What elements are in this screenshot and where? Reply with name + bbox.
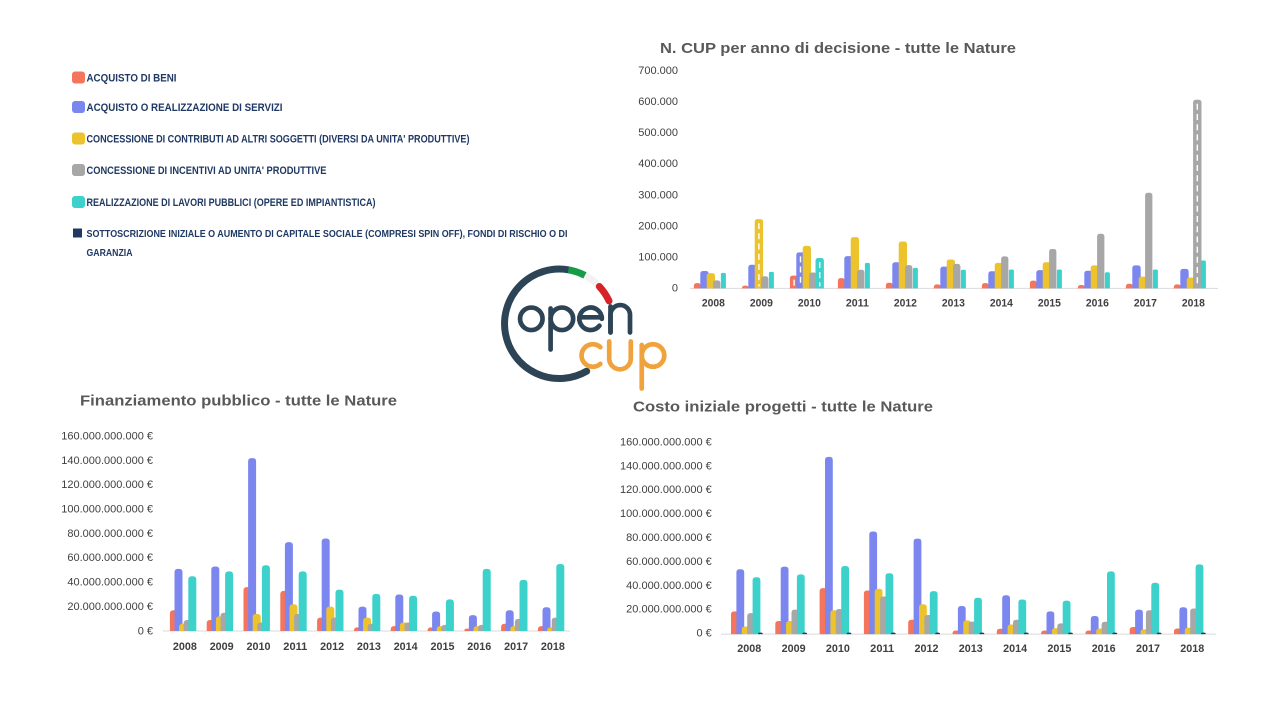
svg-text:2012: 2012 [320, 641, 344, 653]
svg-text:2009: 2009 [750, 297, 773, 309]
svg-text:100.000: 100.000 [638, 251, 678, 263]
svg-text:2017: 2017 [1136, 643, 1160, 655]
svg-text:80.000.000.000 €: 80.000.000.000 € [626, 532, 712, 544]
svg-text:ACQUISTO DI BENI: ACQUISTO DI BENI [87, 73, 177, 85]
svg-text:2015: 2015 [1047, 643, 1071, 655]
svg-text:2013: 2013 [357, 641, 381, 653]
svg-text:500.000: 500.000 [638, 127, 678, 139]
svg-text:80.000.000.000 €: 80.000.000.000 € [67, 528, 153, 540]
svg-text:2015: 2015 [1038, 297, 1061, 309]
svg-text:2012: 2012 [915, 643, 939, 655]
svg-text:2018: 2018 [1182, 297, 1205, 309]
svg-text:0 €: 0 € [697, 628, 712, 640]
svg-text:2011: 2011 [283, 641, 307, 653]
svg-text:N. CUP per anno di decisione -: N. CUP per anno di decisione - tutte le … [660, 40, 1016, 57]
svg-text:100.000.000.000 €: 100.000.000.000 € [61, 504, 153, 516]
svg-text:2015: 2015 [431, 641, 455, 653]
svg-text:20.000.000.000 €: 20.000.000.000 € [67, 601, 153, 613]
svg-text:REALIZZAZIONE DI LAVORI PUBBLI: REALIZZAZIONE DI LAVORI PUBBLICI (OPERE … [87, 197, 376, 209]
svg-text:2012: 2012 [894, 297, 917, 309]
svg-text:2016: 2016 [467, 641, 491, 653]
svg-text:2013: 2013 [942, 297, 965, 309]
svg-text:2011: 2011 [870, 643, 894, 655]
svg-text:0: 0 [672, 283, 678, 295]
svg-text:2013: 2013 [959, 643, 983, 655]
svg-text:2014: 2014 [990, 297, 1014, 309]
svg-text:120.000.000.000 €: 120.000.000.000 € [620, 484, 712, 496]
svg-text:200.000: 200.000 [638, 220, 678, 232]
svg-text:40.000.000.000 €: 40.000.000.000 € [626, 580, 712, 592]
svg-text:2008: 2008 [737, 643, 761, 655]
svg-text:300.000: 300.000 [638, 189, 678, 201]
svg-text:2010: 2010 [826, 643, 850, 655]
svg-text:160.000.000.000 €: 160.000.000.000 € [61, 431, 153, 443]
svg-text:SOTTOSCRIZIONE INIZIALE O AUME: SOTTOSCRIZIONE INIZIALE O AUMENTO DI CAP… [87, 229, 568, 240]
svg-text:2009: 2009 [782, 643, 806, 655]
svg-text:2008: 2008 [702, 297, 725, 309]
svg-text:40.000.000.000 €: 40.000.000.000 € [67, 577, 153, 589]
svg-text:400.000: 400.000 [638, 158, 678, 170]
svg-text:2016: 2016 [1086, 297, 1109, 309]
svg-text:600.000: 600.000 [638, 96, 678, 108]
svg-text:140.000.000.000 €: 140.000.000.000 € [620, 460, 712, 472]
svg-text:Costo iniziale progetti - tutt: Costo iniziale progetti - tutte le Natur… [633, 399, 933, 416]
svg-text:2008: 2008 [173, 641, 197, 653]
svg-text:0 €: 0 € [138, 625, 153, 637]
svg-text:60.000.000.000 €: 60.000.000.000 € [67, 552, 153, 564]
svg-text:2011: 2011 [846, 297, 869, 309]
svg-text:140.000.000.000 €: 140.000.000.000 € [61, 455, 153, 467]
svg-text:2014: 2014 [1003, 643, 1028, 655]
svg-text:2010: 2010 [798, 297, 821, 309]
svg-text:2018: 2018 [1180, 643, 1204, 655]
svg-text:20.000.000.000 €: 20.000.000.000 € [626, 604, 712, 616]
svg-text:Finanziamento pubblico - tutte: Finanziamento pubblico - tutte le Nature [80, 393, 397, 410]
svg-text:2009: 2009 [210, 641, 234, 653]
svg-text:100.000.000.000 €: 100.000.000.000 € [620, 508, 712, 520]
svg-text:GARANZIA: GARANZIA [87, 248, 133, 259]
svg-text:2014: 2014 [394, 641, 419, 653]
svg-text:ACQUISTO O REALIZZAZIONE DI SE: ACQUISTO O REALIZZAZIONE DI SERVIZI [87, 102, 283, 114]
svg-text:2018: 2018 [541, 641, 565, 653]
svg-text:2010: 2010 [247, 641, 271, 653]
svg-text:160.000.000.000 €: 160.000.000.000 € [620, 437, 712, 449]
svg-text:60.000.000.000 €: 60.000.000.000 € [626, 556, 712, 568]
svg-text:2017: 2017 [1134, 297, 1157, 309]
svg-text:700.000: 700.000 [638, 65, 678, 77]
svg-text:CONCESSIONE DI CONTRIBUTI AD A: CONCESSIONE DI CONTRIBUTI AD ALTRI SOGGE… [87, 134, 470, 146]
svg-text:2017: 2017 [504, 641, 528, 653]
svg-text:2016: 2016 [1092, 643, 1116, 655]
svg-text:CONCESSIONE DI INCENTIVI AD UN: CONCESSIONE DI INCENTIVI AD UNITA' PRODU… [87, 165, 327, 177]
svg-text:120.000.000.000 €: 120.000.000.000 € [61, 479, 153, 491]
